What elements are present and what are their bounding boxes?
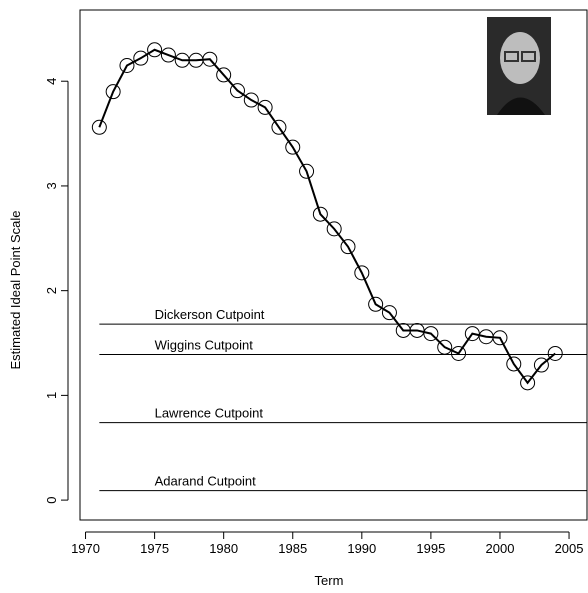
point <box>437 339 453 355</box>
x-tick-label: 1980 <box>209 541 238 556</box>
plot-box <box>79 9 588 521</box>
point <box>312 206 328 222</box>
y-tick-label: 0 <box>44 496 59 503</box>
point <box>147 42 163 58</box>
point <box>506 356 522 372</box>
point <box>492 330 508 346</box>
portrait-photo <box>487 17 551 115</box>
x-axis-label: Term <box>315 573 344 588</box>
x-tick-label: 2000 <box>486 541 515 556</box>
y-tick-label: 4 <box>44 78 59 85</box>
cutpoint-label: Adarand Cutpoint <box>155 474 257 489</box>
point <box>340 239 356 255</box>
x-tick-label: 1970 <box>71 541 100 556</box>
point <box>464 326 480 342</box>
x-tick-label: 1990 <box>347 541 376 556</box>
x-tick-label: 1975 <box>140 541 169 556</box>
point <box>202 51 218 67</box>
point <box>326 221 342 237</box>
point <box>243 92 259 108</box>
point <box>381 305 397 321</box>
y-tick-label: 3 <box>44 182 59 189</box>
y-axis-label: Estimated Ideal Point Scale <box>8 211 23 370</box>
point <box>119 58 135 74</box>
point <box>257 99 273 115</box>
point <box>368 296 384 312</box>
point <box>423 326 439 342</box>
cutpoint-label: Wiggins Cutpoint <box>155 338 254 353</box>
point <box>533 357 549 373</box>
point <box>216 67 232 83</box>
x-tick-label: 1985 <box>278 541 307 556</box>
point <box>91 119 107 135</box>
point <box>271 119 287 135</box>
point <box>520 375 536 391</box>
point <box>299 163 315 179</box>
point <box>354 265 370 281</box>
point <box>451 345 467 361</box>
y-tick-label: 2 <box>44 287 59 294</box>
point <box>160 47 176 63</box>
point <box>133 50 149 66</box>
point <box>547 345 563 361</box>
x-tick-label: 2005 <box>555 541 584 556</box>
point <box>409 322 425 338</box>
point <box>229 83 245 99</box>
y-tick-label: 1 <box>44 392 59 399</box>
cutpoint-label: Lawrence Cutpoint <box>155 406 264 421</box>
x-tick-label: 1995 <box>416 541 445 556</box>
point <box>105 84 121 100</box>
cutpoint-label: Dickerson Cutpoint <box>155 307 265 322</box>
point <box>285 139 301 155</box>
